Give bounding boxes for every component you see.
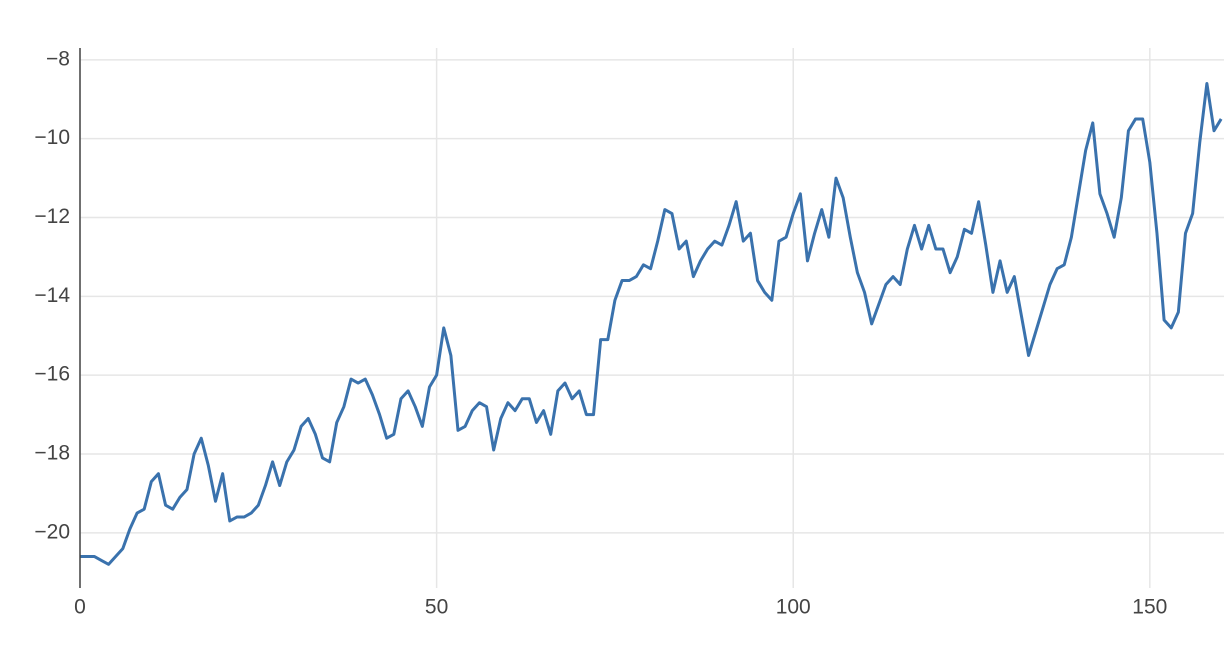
plot-area — [80, 81, 1223, 566]
y-tick-label: −12 — [34, 205, 70, 228]
grid — [79, 48, 1224, 588]
y-tick-label: −10 — [34, 126, 70, 149]
x-tick-label: 0 — [74, 596, 86, 619]
x-tick-label: 100 — [776, 596, 811, 619]
y-tick-label: −8 — [46, 47, 70, 70]
x-tick-label: 50 — [425, 596, 448, 619]
x-tick-label: 150 — [1132, 596, 1167, 619]
y-tick-label: −16 — [34, 363, 70, 386]
tick-labels: −20 −18 −16 −14 −12 −10 −8 0 50 100 150 — [34, 47, 1167, 618]
y-tick-label: −18 — [34, 442, 70, 465]
data-line — [80, 81, 1223, 566]
y-tick-label: −20 — [34, 520, 70, 543]
y-tick-label: −14 — [34, 284, 70, 307]
